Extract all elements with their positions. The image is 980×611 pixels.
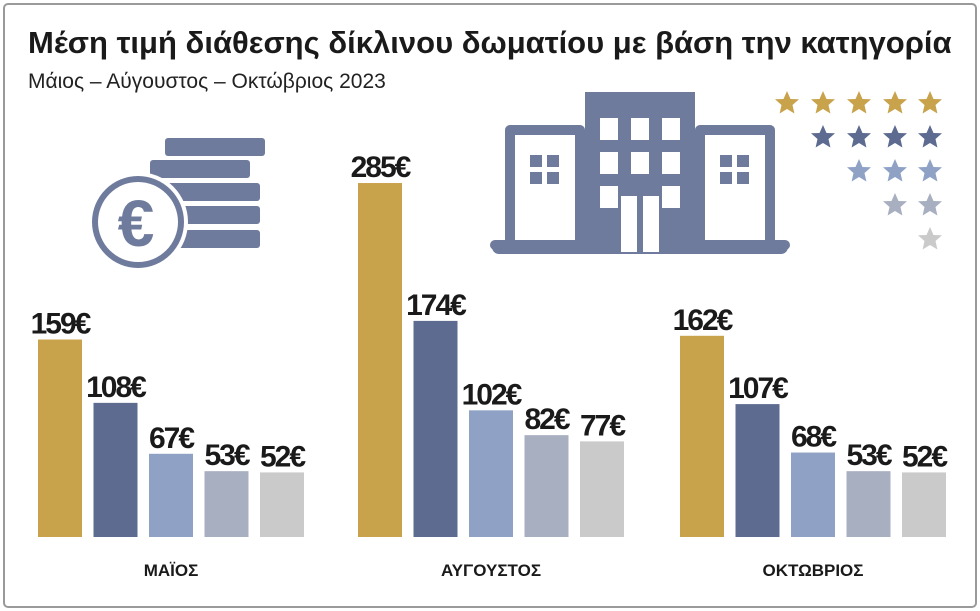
bar	[524, 435, 569, 537]
bar	[902, 472, 946, 537]
bar	[38, 339, 82, 537]
bar	[260, 472, 304, 537]
chart-title: Μέση τιμή διάθεσης δίκλινου δωματίου με …	[28, 25, 952, 60]
building-icon	[490, 92, 790, 254]
value-label: 67€	[149, 422, 195, 455]
bar	[204, 471, 249, 537]
bar	[358, 183, 402, 537]
bar	[580, 441, 624, 537]
value-label: 108€	[86, 371, 147, 404]
bar	[791, 452, 835, 537]
chart-subtitle: Μάιος – Αύγουστος – Οκτώβριος 2023	[28, 70, 386, 93]
category-label: ΜΑΪΟΣ	[144, 561, 199, 580]
category-label: ΑΥΓΟΥΣΤΟΣ	[441, 561, 541, 580]
bar	[846, 471, 891, 537]
value-label: 53€	[204, 439, 250, 472]
value-label: 102€	[462, 378, 523, 411]
bar	[735, 404, 780, 537]
bar	[413, 320, 458, 537]
value-label: 162€	[673, 304, 734, 337]
value-label: 52€	[902, 440, 948, 473]
category-label: ΟΚΤΩΒΡΙΟΣ	[763, 561, 864, 580]
svg-text:€: €	[118, 186, 155, 260]
bar	[469, 410, 513, 537]
value-label: 174€	[406, 289, 467, 322]
value-label: 107€	[728, 372, 789, 405]
value-label: 77€	[580, 409, 626, 442]
bar	[149, 453, 193, 537]
value-label: 68€	[791, 421, 837, 454]
value-label: 82€	[524, 403, 570, 436]
value-label: 53€	[846, 439, 892, 472]
coins-icon: €	[88, 138, 265, 272]
value-label: 52€	[260, 440, 306, 473]
bar	[93, 402, 138, 537]
value-label: 285€	[351, 151, 412, 184]
bar	[680, 335, 724, 537]
value-label: 159€	[31, 308, 92, 341]
